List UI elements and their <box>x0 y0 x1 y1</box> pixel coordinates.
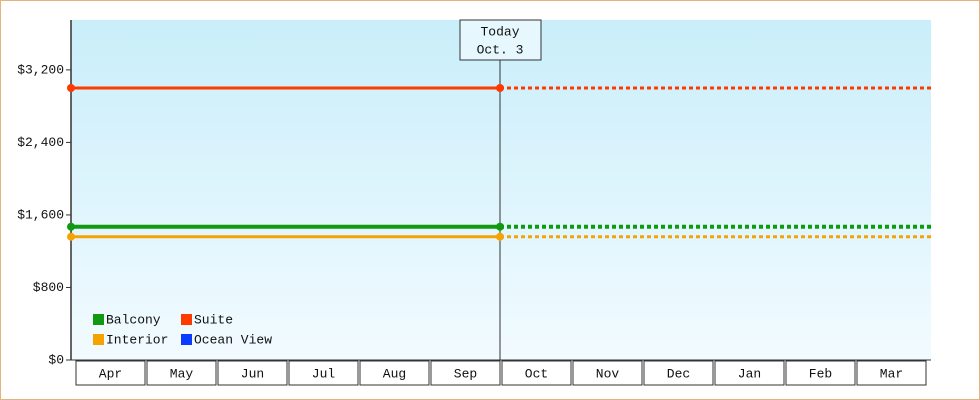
y-tick-label: $800 <box>33 280 64 295</box>
y-tick-label: $1,600 <box>17 207 64 222</box>
month-cell <box>643 360 714 386</box>
today-title: Today <box>480 24 519 39</box>
point <box>496 222 504 231</box>
x-tick-label: May <box>170 366 194 381</box>
legend-label: Ocean View <box>194 332 272 347</box>
point <box>496 84 504 92</box>
point <box>67 222 75 231</box>
month-cell <box>75 360 146 386</box>
x-tick-label: Jan <box>738 366 761 381</box>
x-tick-label: Aug <box>383 366 406 381</box>
x-tick-label: Apr <box>99 366 122 381</box>
month-cell <box>146 360 217 386</box>
x-tick-label: Jul <box>312 366 336 381</box>
x-tick-label: Mar <box>880 366 903 381</box>
legend-swatch <box>93 314 104 325</box>
point <box>496 232 504 241</box>
month-cell <box>359 360 430 386</box>
month-cell <box>430 360 501 386</box>
month-cell <box>217 360 288 386</box>
legend-label: Suite <box>194 312 233 327</box>
legend-swatch <box>181 314 192 325</box>
legend-swatch <box>181 334 192 345</box>
legend-label: Balcony <box>106 312 161 327</box>
y-tick-label: $3,200 <box>17 62 64 77</box>
x-tick-label: Dec <box>667 366 690 381</box>
month-cell <box>288 360 359 386</box>
today-box <box>459 19 542 61</box>
x-tick-label: Nov <box>596 366 620 381</box>
month-cell <box>785 360 856 386</box>
plot-area <box>71 20 931 360</box>
x-tick-label: Feb <box>809 366 832 381</box>
x-tick-label: Jun <box>241 366 264 381</box>
month-cell <box>501 360 572 386</box>
x-tick-label: Oct <box>525 366 548 381</box>
x-tick-label: Sep <box>454 366 477 381</box>
y-tick-label: $0 <box>48 352 64 367</box>
y-tick-label: $2,400 <box>17 135 64 150</box>
month-cell <box>572 360 643 386</box>
today-date: Oct. 3 <box>477 42 524 57</box>
month-cell <box>856 360 927 386</box>
point <box>67 84 75 92</box>
legend-label: Interior <box>106 332 168 347</box>
month-cell <box>714 360 785 386</box>
point <box>67 232 75 241</box>
legend-swatch <box>93 334 104 345</box>
